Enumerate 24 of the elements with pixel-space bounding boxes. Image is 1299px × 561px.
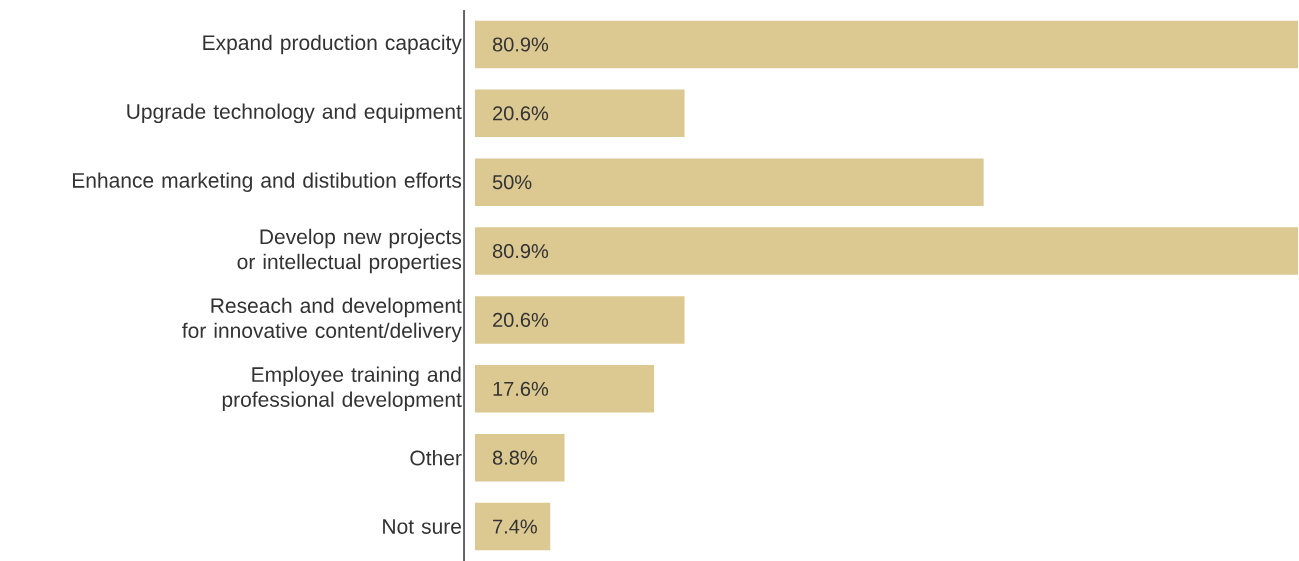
data-label: 80.9%	[492, 244, 549, 259]
y-tick-label: Enhance marketing and distibution efforts	[72, 172, 462, 192]
data-label: 50%	[492, 175, 532, 190]
bar	[475, 296, 685, 344]
y-tick-label: Other	[410, 449, 462, 466]
data-label: 20.6%	[493, 312, 549, 328]
bar	[475, 20, 1298, 69]
bar	[475, 502, 551, 551]
y-tick-label: Employee training and professional development	[222, 366, 462, 412]
y-tick-label: Upgrade technology and equipment	[127, 103, 462, 124]
bar	[475, 227, 1298, 275]
data-label: 17.6%	[493, 381, 549, 396]
y-tick-label: Reseach and development for innovative content/delivery	[182, 297, 462, 343]
bar	[475, 365, 655, 413]
bar	[475, 158, 984, 206]
y-tick-label: Expand production capacity	[203, 34, 462, 55]
data-label: 7.4%	[493, 519, 537, 534]
y-tick-label: Not sure	[383, 519, 461, 534]
data-label: 80.9%	[492, 37, 549, 52]
bar	[475, 89, 685, 138]
data-label: 8.8%	[492, 450, 537, 465]
bar	[475, 433, 565, 482]
y-tick-label: Develop new projects or intellectual properties	[237, 228, 462, 274]
data-label: 20.6%	[493, 106, 549, 121]
